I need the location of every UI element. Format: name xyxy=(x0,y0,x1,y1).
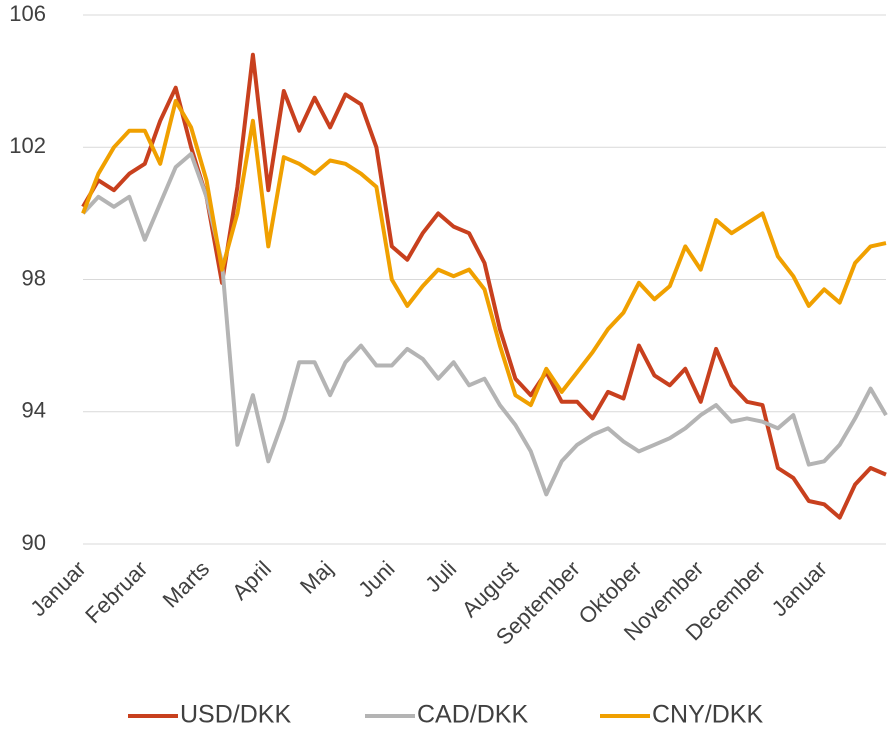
y-tick-label: 90 xyxy=(22,530,46,555)
series-line xyxy=(81,151,888,497)
y-tick-label: 102 xyxy=(9,133,46,158)
x-tick-label: Marts xyxy=(158,556,215,613)
x-tick-label: Februar xyxy=(80,556,152,628)
y-tick-label: 106 xyxy=(9,1,46,26)
x-tick-label: Juni xyxy=(353,556,399,602)
series-line xyxy=(81,52,887,520)
x-tick-label: Maj xyxy=(295,556,338,599)
y-tick-label: 98 xyxy=(22,265,46,290)
legend-label: CNY/DKK xyxy=(652,701,763,729)
y-tick-label: 94 xyxy=(22,398,46,423)
x-tick-label: Juli xyxy=(420,556,461,597)
legend-label: CAD/DKK xyxy=(417,701,528,729)
x-tick-label: April xyxy=(227,556,276,605)
series-line xyxy=(81,99,887,408)
x-tick-label: Januar xyxy=(767,556,832,621)
legend-label: USD/DKK xyxy=(180,701,291,729)
